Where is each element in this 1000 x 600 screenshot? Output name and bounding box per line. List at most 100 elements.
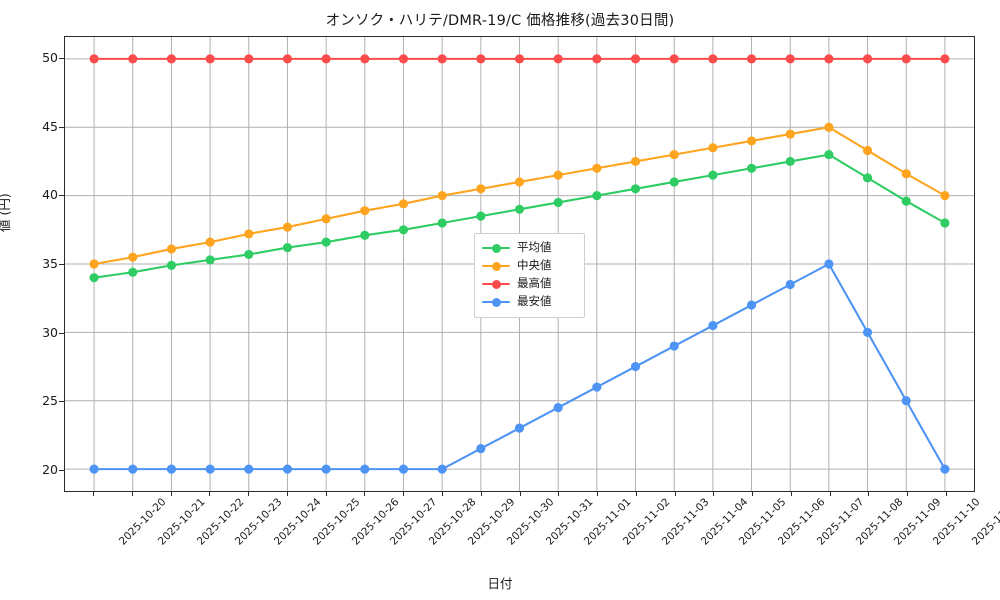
series-marker [746, 300, 757, 310]
legend-marker-dot [492, 297, 501, 307]
x-tick-mark [364, 492, 366, 496]
legend-swatch-icon [482, 260, 510, 272]
series-marker [89, 464, 99, 474]
x-tick-mark [674, 492, 676, 496]
x-tick-mark [558, 492, 560, 496]
series-marker [592, 54, 602, 64]
x-tick-mark [248, 492, 250, 496]
series-marker [785, 279, 795, 290]
series-marker [940, 54, 950, 64]
series-marker [514, 423, 525, 433]
series-marker [824, 259, 834, 269]
series-marker [940, 218, 950, 228]
y-tick-label: 35 [42, 256, 58, 271]
series-marker [321, 214, 331, 224]
series-marker [708, 170, 718, 180]
series-marker [282, 243, 293, 253]
y-tick-label: 50 [42, 49, 58, 65]
series-marker [553, 403, 563, 413]
series-marker [862, 145, 873, 156]
series-marker [360, 464, 370, 474]
y-tick-label: 25 [42, 393, 58, 409]
series-marker [205, 237, 215, 247]
x-tick-mark [945, 492, 947, 496]
data-series-layer [89, 54, 950, 474]
x-tick-mark [209, 492, 211, 496]
x-tick-mark [519, 492, 521, 496]
legend-item-3[interactable]: 最高値 [482, 275, 577, 293]
legend-item-4[interactable]: 最安値 [482, 293, 577, 311]
series-marker [746, 163, 757, 173]
series-marker [785, 54, 795, 64]
series-marker [592, 163, 602, 173]
series-marker [166, 244, 177, 254]
series-marker [398, 225, 409, 235]
series-marker [128, 267, 138, 277]
series-marker [128, 252, 138, 262]
series-marker [708, 320, 718, 331]
series-marker [244, 464, 254, 474]
legend-label: 最安値 [517, 294, 552, 309]
series-marker [360, 230, 370, 240]
series-marker [824, 150, 834, 160]
x-tick-mark [441, 492, 443, 496]
series-marker [669, 341, 679, 351]
series-marker [862, 173, 873, 183]
y-tick-mark [59, 57, 64, 59]
series-marker [785, 156, 795, 167]
y-tick-mark [59, 470, 64, 472]
series-marker [514, 54, 525, 64]
y-tick-mark [59, 332, 64, 334]
series-marker [360, 206, 370, 216]
series-marker [89, 273, 99, 283]
y-tick-label: 30 [42, 324, 58, 340]
y-tick-label: 20 [42, 462, 58, 478]
series-marker [514, 177, 525, 187]
series-marker [901, 169, 911, 179]
series-2 [89, 122, 950, 269]
series-marker [553, 197, 563, 208]
x-tick-mark [286, 492, 288, 496]
series-4 [89, 259, 950, 474]
series-marker [708, 143, 718, 153]
series-marker [553, 54, 563, 64]
series-marker [244, 249, 254, 260]
series-marker [282, 54, 293, 64]
series-marker [824, 54, 834, 64]
x-tick-mark [868, 492, 870, 496]
series-marker [630, 54, 641, 64]
series-marker [746, 54, 757, 64]
series-marker [321, 464, 331, 474]
y-tick-mark [59, 126, 64, 128]
series-3 [89, 54, 950, 64]
series-marker [592, 191, 602, 201]
series-marker [630, 156, 641, 167]
legend-marker-dot [492, 279, 501, 289]
legend-swatch-icon [482, 242, 510, 254]
series-marker [901, 196, 911, 206]
legend-label: 中央値 [517, 258, 552, 273]
series-marker [514, 204, 525, 214]
series-marker [437, 191, 447, 201]
series-marker [360, 54, 370, 64]
legend-item-1[interactable]: 平均値 [482, 239, 577, 257]
series-marker [89, 54, 99, 64]
series-marker [708, 54, 718, 64]
series-marker [205, 464, 215, 474]
series-marker [437, 54, 447, 64]
legend-item-2[interactable]: 中央値 [482, 257, 577, 275]
x-tick-mark [325, 492, 327, 496]
x-tick-mark [829, 492, 831, 496]
series-marker [398, 54, 409, 64]
series-marker [785, 129, 795, 139]
series-marker [940, 464, 950, 474]
series-marker [89, 259, 99, 269]
series-marker [282, 222, 293, 232]
series-marker [901, 54, 911, 64]
series-marker [205, 255, 215, 265]
series-marker [669, 150, 679, 160]
y-tick-label: 40 [42, 187, 58, 203]
x-tick-mark [752, 492, 754, 496]
series-marker [166, 260, 177, 270]
